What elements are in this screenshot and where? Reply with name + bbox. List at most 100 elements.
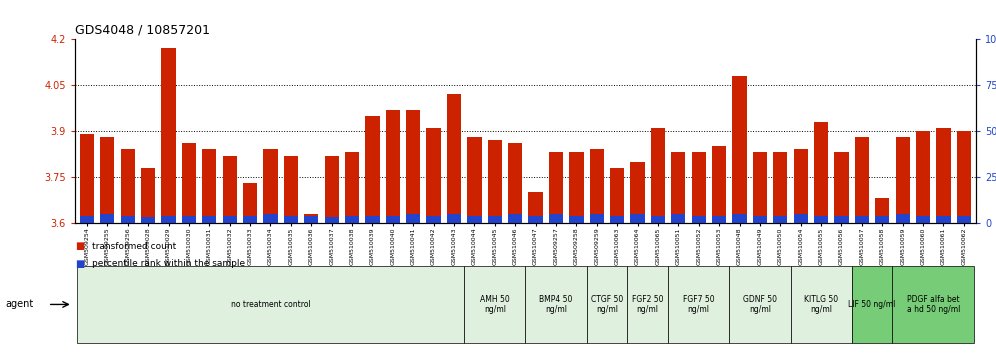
Bar (325, 217, 339, 223)
Bar (712, 216, 726, 223)
Bar (529, 216, 543, 223)
Bar (549, 153, 563, 223)
Bar (732, 76, 747, 223)
Bar (121, 149, 134, 223)
Bar (426, 216, 441, 223)
Bar (467, 137, 481, 223)
Bar (895, 137, 909, 223)
Text: transformed count: transformed count (92, 241, 176, 251)
Bar (610, 168, 624, 223)
Text: ■: ■ (75, 241, 84, 251)
Bar (121, 216, 134, 223)
Bar (101, 137, 115, 223)
Bar (916, 216, 930, 223)
Bar (957, 131, 971, 223)
Bar (222, 155, 237, 223)
Bar (650, 128, 665, 223)
Bar (385, 216, 400, 223)
Bar (508, 214, 522, 223)
Bar (875, 199, 889, 223)
Text: FGF2 50
ng/ml: FGF2 50 ng/ml (632, 295, 663, 314)
Text: KITLG 50
ng/ml: KITLG 50 ng/ml (804, 295, 839, 314)
Bar (590, 149, 604, 223)
Bar (529, 192, 543, 223)
Bar (161, 216, 175, 223)
Bar (202, 149, 216, 223)
Bar (141, 217, 155, 223)
Text: GDNF 50
ng/ml: GDNF 50 ng/ml (743, 295, 777, 314)
Bar (835, 216, 849, 223)
Bar (406, 109, 420, 223)
Bar (141, 168, 155, 223)
Bar (345, 216, 360, 223)
Bar (773, 216, 788, 223)
Bar (243, 183, 257, 223)
Text: PDGF alfa bet
a hd 50 ng/ml: PDGF alfa bet a hd 50 ng/ml (906, 295, 960, 314)
Bar (80, 216, 94, 223)
Bar (80, 134, 94, 223)
Bar (488, 140, 502, 223)
Bar (957, 216, 971, 223)
Bar (590, 214, 604, 223)
Text: ■: ■ (75, 259, 84, 269)
Bar (345, 153, 360, 223)
Text: no treatment control: no treatment control (231, 300, 311, 309)
Bar (630, 162, 644, 223)
Bar (916, 131, 930, 223)
Bar (161, 48, 175, 223)
Bar (712, 146, 726, 223)
Bar (447, 94, 461, 223)
Text: AMH 50
ng/ml: AMH 50 ng/ml (480, 295, 510, 314)
Bar (202, 216, 216, 223)
Bar (753, 153, 767, 223)
Bar (426, 128, 441, 223)
Bar (855, 216, 870, 223)
Bar (570, 216, 584, 223)
Bar (181, 216, 196, 223)
Text: agent: agent (5, 299, 33, 309)
Bar (304, 216, 319, 223)
Bar (447, 214, 461, 223)
Bar (814, 216, 829, 223)
Text: FGF7 50
ng/ml: FGF7 50 ng/ml (683, 295, 714, 314)
Bar (101, 214, 115, 223)
Bar (181, 143, 196, 223)
Bar (835, 153, 849, 223)
Bar (549, 214, 563, 223)
Bar (222, 216, 237, 223)
Bar (630, 214, 644, 223)
Bar (284, 216, 298, 223)
Bar (325, 155, 339, 223)
Bar (671, 153, 685, 223)
Bar (936, 128, 950, 223)
Bar (406, 214, 420, 223)
Bar (304, 214, 319, 223)
Bar (610, 216, 624, 223)
Bar (671, 214, 685, 223)
Bar (936, 216, 950, 223)
Bar (243, 216, 257, 223)
Bar (794, 214, 808, 223)
Bar (814, 122, 829, 223)
Bar (753, 216, 767, 223)
Bar (855, 137, 870, 223)
Bar (732, 214, 747, 223)
Bar (773, 153, 788, 223)
Text: percentile rank within the sample: percentile rank within the sample (92, 259, 245, 268)
Text: BMP4 50
ng/ml: BMP4 50 ng/ml (539, 295, 573, 314)
Bar (691, 216, 706, 223)
Bar (284, 155, 298, 223)
Text: GDS4048 / 10857201: GDS4048 / 10857201 (75, 23, 210, 36)
Bar (895, 214, 909, 223)
Bar (263, 149, 278, 223)
Bar (263, 214, 278, 223)
Bar (488, 216, 502, 223)
Bar (467, 216, 481, 223)
Bar (385, 109, 400, 223)
Bar (794, 149, 808, 223)
Bar (650, 216, 665, 223)
Bar (875, 216, 889, 223)
Bar (570, 153, 584, 223)
Text: LIF 50 ng/ml: LIF 50 ng/ml (849, 300, 895, 309)
Bar (366, 116, 379, 223)
